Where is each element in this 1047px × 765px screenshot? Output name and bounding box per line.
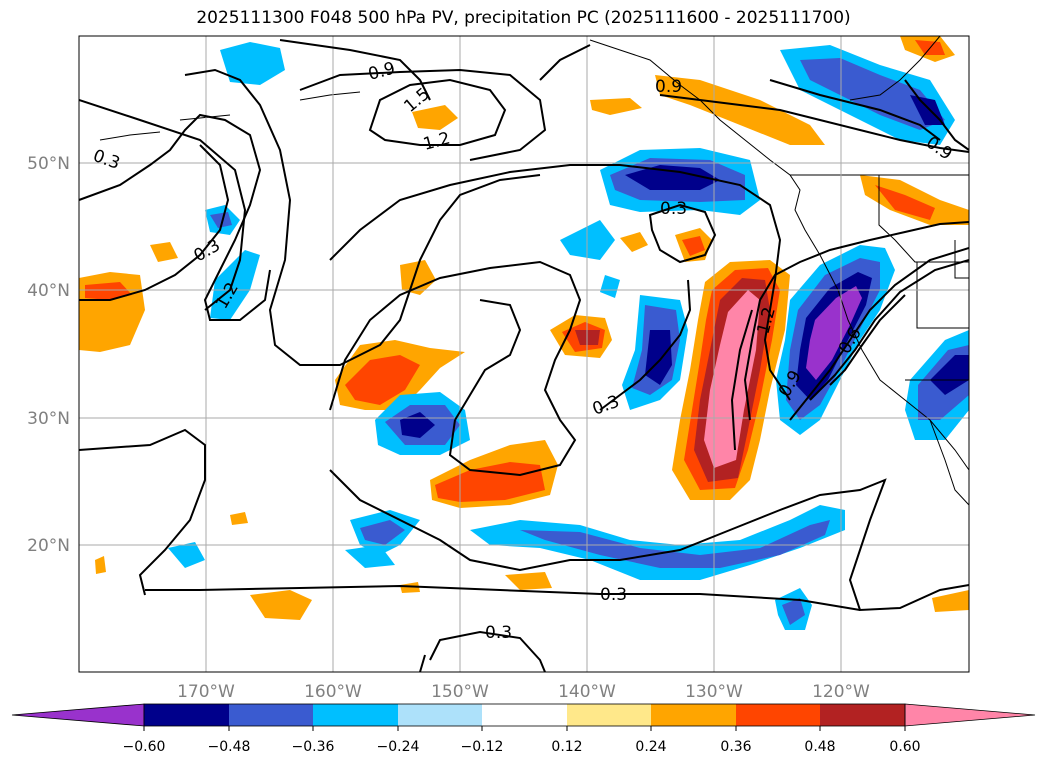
colorbar: −0.60 −0.48 −0.36 −0.24 −0.12 0.12 0.24 … xyxy=(11,703,1036,755)
lat-label-40n: 40°N xyxy=(27,281,70,301)
lon-label-140w: 140°W xyxy=(558,682,616,702)
colorbar-segment xyxy=(229,704,313,726)
colorbar-extend-low xyxy=(11,703,145,727)
lon-label-150w: 150°W xyxy=(431,682,489,702)
latitude-labels: 50°N 40°N 30°N 20°N xyxy=(27,154,70,556)
colorbar-tick-label: 0.48 xyxy=(804,739,835,755)
colorbar-tick-label: 0.36 xyxy=(720,739,751,755)
colorbar-tick-label: −0.48 xyxy=(208,739,251,755)
lat-label-30n: 30°N xyxy=(27,409,70,429)
colorbar-tick-label: 0.12 xyxy=(551,739,582,755)
colorbar-segment xyxy=(313,704,398,726)
colorbar-segment xyxy=(144,704,229,726)
lon-label-170w: 170°W xyxy=(177,682,235,702)
lat-label-50n: 50°N xyxy=(27,154,70,174)
colorbar-segment xyxy=(398,704,482,726)
precipitation-shading xyxy=(79,36,969,630)
gridlines xyxy=(79,36,969,672)
colorbar-segment xyxy=(567,704,651,726)
colorbar-segment xyxy=(482,704,567,726)
colorbar-tick-label: 0.60 xyxy=(889,739,920,755)
colorbar-extend-high xyxy=(904,703,1036,727)
coastlines xyxy=(99,36,969,506)
pv-contours xyxy=(79,39,969,672)
contour-label: 0.3 xyxy=(485,623,512,643)
map-frame xyxy=(78,35,970,673)
colorbar-tick-label: −0.36 xyxy=(292,739,335,755)
contour-label: 0.3 xyxy=(660,199,687,219)
colorbar-segment xyxy=(651,704,736,726)
colorbar-tick-label: 0.24 xyxy=(635,739,666,755)
map-title: 2025111300 F048 500 hPa PV, precipitatio… xyxy=(196,8,851,28)
lon-label-120w: 120°W xyxy=(812,682,870,702)
colorbar-tick-label: −0.12 xyxy=(461,739,504,755)
contour-label: 0.9 xyxy=(655,77,682,97)
map-area: 0.3 0.3 0.3 0.3 0.3 0.3 0.9 0.9 0.9 0.9 … xyxy=(79,36,969,672)
lon-label-130w: 130°W xyxy=(685,682,743,702)
colorbar-tick-label: −0.24 xyxy=(377,739,420,755)
lat-label-20n: 20°N xyxy=(27,536,70,556)
colorbar-tick-label: −0.60 xyxy=(123,739,166,755)
lon-label-160w: 160°W xyxy=(304,682,362,702)
colorbar-segment xyxy=(820,704,905,726)
contour-label: 0.3 xyxy=(600,585,627,605)
colorbar-segment xyxy=(736,704,820,726)
longitude-labels: 170°W 160°W 150°W 140°W 130°W 120°W xyxy=(177,682,870,702)
